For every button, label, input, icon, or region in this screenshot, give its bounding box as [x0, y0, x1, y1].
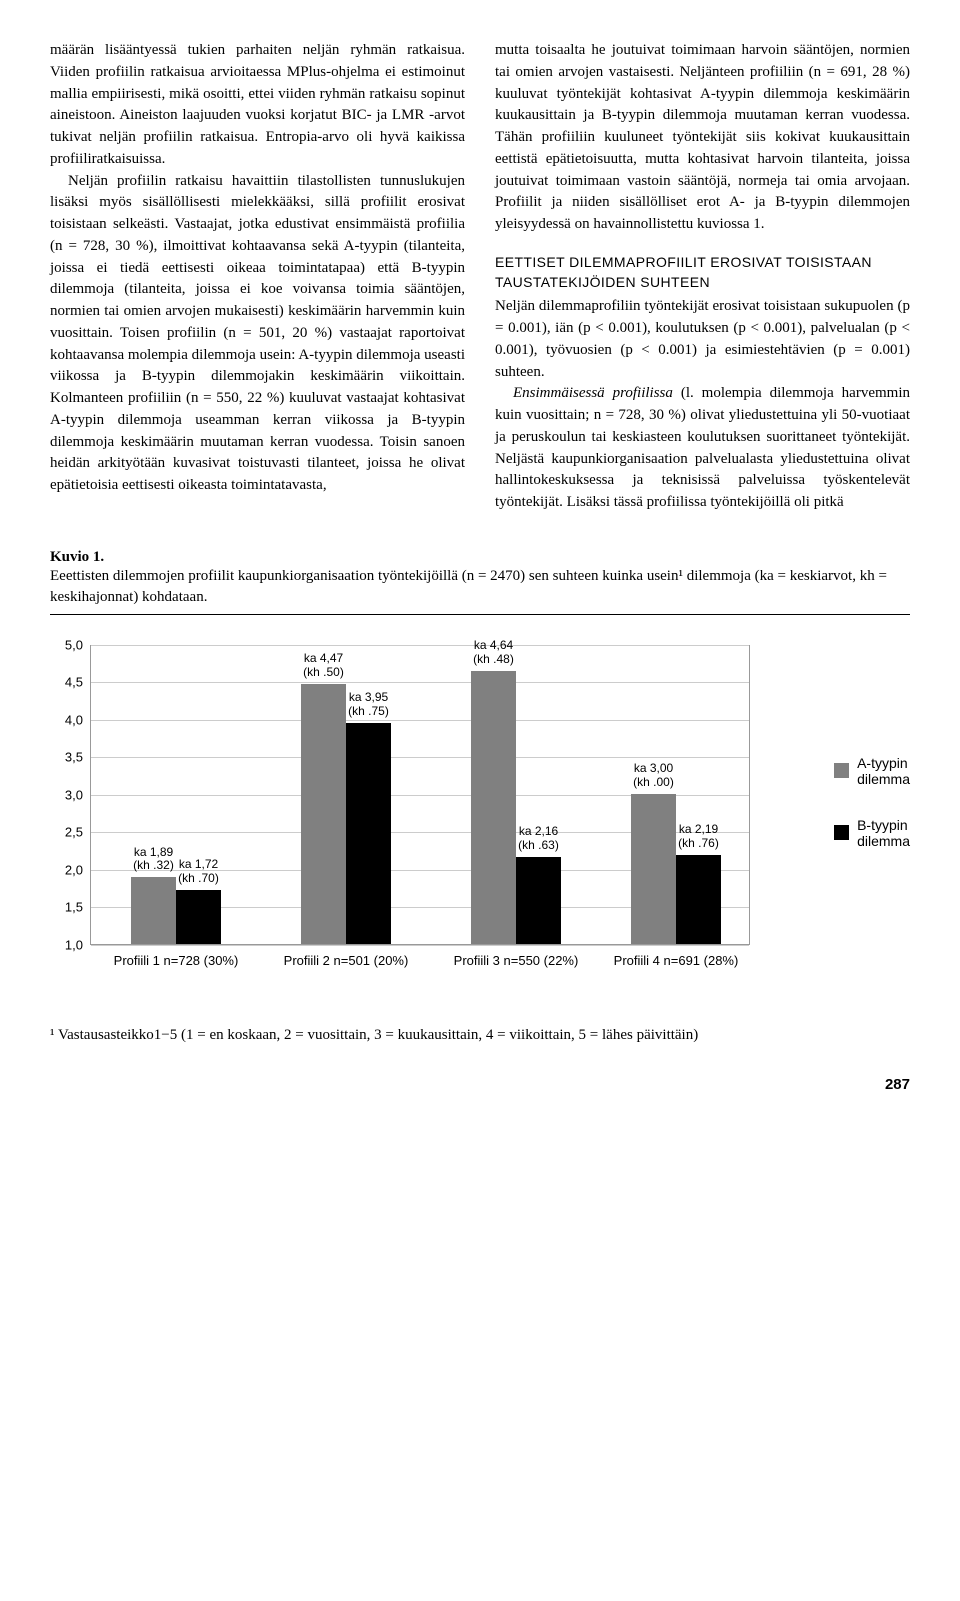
para-2: Neljän profiilin ratkaisu havaittiin til… [50, 171, 465, 497]
figure-caption-block: Kuvio 1. Eeettisten dilemmojen profiilit… [50, 548, 910, 615]
y-tick-label: 3,0 [53, 787, 83, 802]
para-5: Ensimmäisessä profiilissa (l. molempia d… [495, 383, 910, 514]
y-tick-label: 1,0 [53, 937, 83, 952]
gridline [91, 645, 749, 646]
gridline [91, 682, 749, 683]
y-tick-label: 2,5 [53, 825, 83, 840]
x-axis-label: Profiili 2 n=501 (20%) [256, 953, 436, 968]
para-4: Neljän dilemmaprofiliin työntekijät eros… [495, 296, 910, 383]
bar-a [301, 684, 346, 944]
y-tick-label: 5,0 [53, 637, 83, 652]
x-axis-label: Profiili 1 n=728 (30%) [86, 953, 266, 968]
footnote: ¹ Vastausasteikko1−5 (1 = en koskaan, 2 … [50, 1025, 910, 1046]
bar-a [131, 877, 176, 944]
para-1: määrän lisääntyessä tukien parhaiten nel… [50, 40, 465, 171]
y-tick-label: 1,5 [53, 900, 83, 915]
y-tick-label: 4,0 [53, 712, 83, 727]
bar-b-label: ka 3,95(kh .75) [329, 691, 409, 719]
bar-b [516, 857, 561, 944]
legend-item: A-tyypindilemma [834, 755, 910, 787]
bar-chart: 1,01,52,02,53,03,54,04,55,0ka 1,89(kh .3… [50, 635, 910, 1005]
bar-b [346, 723, 391, 944]
gridline [91, 945, 749, 946]
gridline [91, 757, 749, 758]
page-number: 287 [50, 1076, 910, 1093]
bar-a [631, 794, 676, 944]
section-heading: EETTISET DILEMMAPROFIILIT EROSIVAT TOISI… [495, 252, 910, 293]
bar-b [176, 890, 221, 944]
body-text-columns: määrän lisääntyessä tukien parhaiten nel… [50, 40, 910, 514]
y-tick-label: 4,5 [53, 675, 83, 690]
bar-a-label: ka 4,47(kh .50) [284, 652, 364, 680]
gridline [91, 720, 749, 721]
legend-swatch [834, 763, 849, 778]
legend-item: B-tyypindilemma [834, 817, 910, 849]
figure-title: Kuvio 1. [50, 549, 104, 565]
plot-area: 1,01,52,02,53,03,54,04,55,0ka 1,89(kh .3… [90, 645, 750, 945]
y-tick-label: 3,5 [53, 750, 83, 765]
bar-a-label: ka 3,00(kh .00) [614, 762, 694, 790]
figure-caption: Eeettisten dilemmojen profiilit kaupunki… [50, 568, 887, 605]
bar-b [676, 855, 721, 944]
para-3: mutta toisaalta he joutuivat toimimaan h… [495, 40, 910, 236]
legend-label: B-tyypindilemma [857, 817, 910, 849]
bar-a-label: ka 4,64(kh .48) [454, 639, 534, 667]
bar-b-label: ka 1,72(kh .70) [159, 858, 239, 886]
legend-label: A-tyypindilemma [857, 755, 910, 787]
bar-b-label: ka 2,16(kh .63) [499, 825, 579, 853]
x-axis-label: Profiili 3 n=550 (22%) [426, 953, 606, 968]
y-tick-label: 2,0 [53, 862, 83, 877]
chart-legend: A-tyypindilemma B-tyypindilemma [834, 755, 910, 879]
x-axis-label: Profiili 4 n=691 (28%) [586, 953, 766, 968]
legend-swatch [834, 825, 849, 840]
bar-a [471, 671, 516, 944]
bar-b-label: ka 2,19(kh .76) [659, 823, 739, 851]
